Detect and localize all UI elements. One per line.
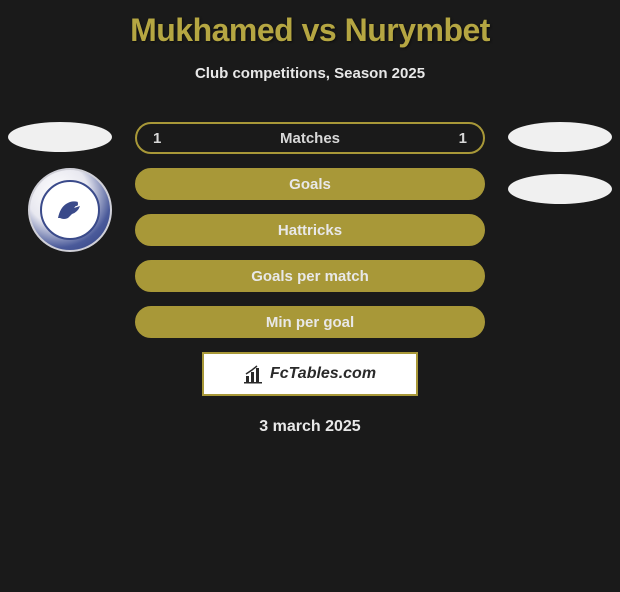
- stat-label: Min per goal: [266, 314, 354, 331]
- stat-bar: Goals: [135, 168, 485, 200]
- stat-label: Goals: [289, 176, 331, 193]
- stat-label: Hattricks: [278, 222, 342, 239]
- stat-label: Matches: [280, 130, 340, 147]
- stat-row-hattricks: Hattricks: [0, 214, 620, 246]
- branding-box[interactable]: FcTables.com: [202, 352, 418, 396]
- stat-value-right: 1: [459, 130, 467, 147]
- stat-label: Goals per match: [251, 268, 369, 285]
- date-text: 3 march 2025: [0, 418, 620, 436]
- stat-bar: Hattricks: [135, 214, 485, 246]
- stat-value-left: 1: [153, 130, 161, 147]
- page-subtitle: Club competitions, Season 2025: [0, 65, 620, 82]
- stats-container: 1 Matches 1 Goals Hattricks Goals per ma…: [0, 122, 620, 338]
- branding-text: FcTables.com: [270, 365, 376, 383]
- stat-row-min-per-goal: Min per goal: [0, 306, 620, 338]
- page-title: Mukhamed vs Nurymbet: [0, 12, 620, 49]
- stat-bar: 1 Matches 1: [135, 122, 485, 154]
- stat-bar: Goals per match: [135, 260, 485, 292]
- stat-row-matches: 1 Matches 1: [0, 122, 620, 154]
- stat-bar: Min per goal: [135, 306, 485, 338]
- stat-row-goals: Goals: [0, 168, 620, 200]
- stat-row-goals-per-match: Goals per match: [0, 260, 620, 292]
- chart-icon: [244, 364, 266, 384]
